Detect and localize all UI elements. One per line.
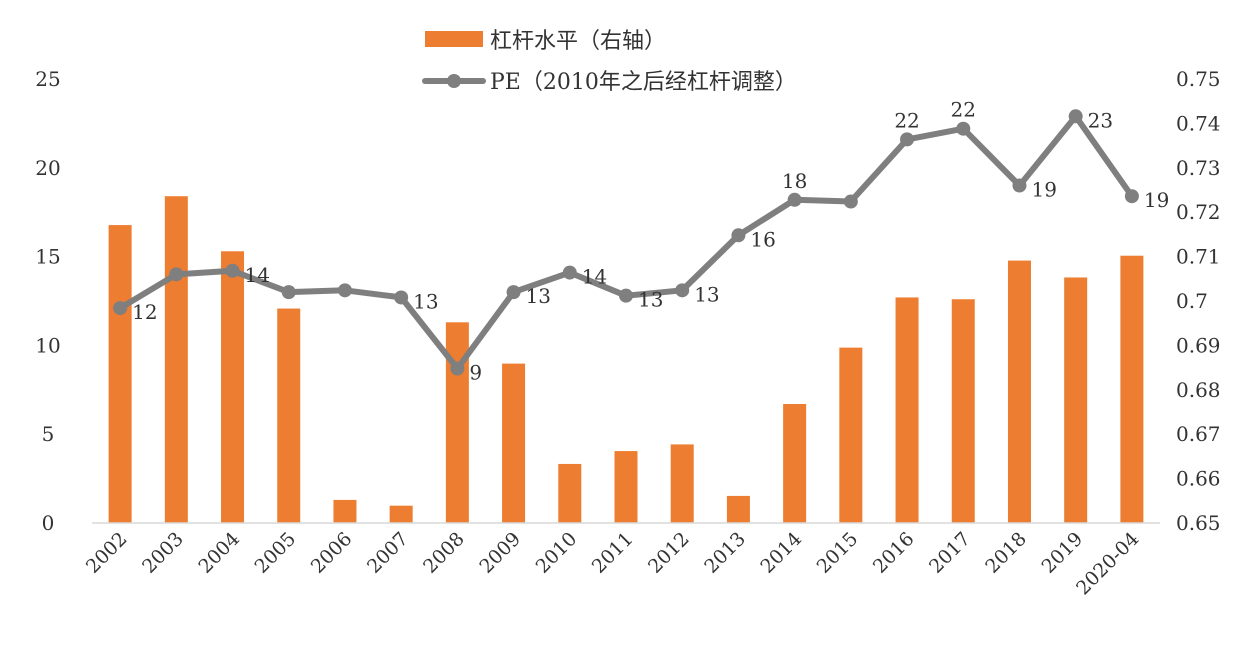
legend-label-line: PE（2010年之后经杠杆调整） [490, 70, 797, 95]
pe-label-2002: 12 [132, 300, 157, 324]
pe-point-2018 [1012, 178, 1027, 193]
pe-label-2014: 18 [782, 169, 807, 193]
pe-point-2005 [281, 285, 296, 300]
y-right-tick: 0.71 [1176, 245, 1221, 269]
y-left-tick: 5 [42, 422, 55, 446]
bar-2019 [1064, 277, 1088, 523]
pe-point-2012 [675, 283, 690, 298]
bar-2003 [164, 196, 188, 523]
legend: 杠杆水平（右轴） PE（2010年之后经杠杆调整） [422, 29, 797, 95]
pe-label-2009: 13 [526, 284, 551, 308]
y-right-tick: 0.67 [1176, 422, 1221, 446]
pe-point-2006 [337, 283, 352, 298]
y-left-tick: 10 [35, 333, 60, 357]
legend-swatch-bar [425, 31, 483, 47]
y-right-tick: 0.68 [1176, 378, 1221, 402]
pe-point-2020-04 [1124, 189, 1139, 204]
y-left-tick: 25 [35, 67, 60, 91]
bar-2018 [1007, 260, 1031, 523]
pe-label-2010: 14 [582, 265, 607, 289]
y-right-tick: 0.69 [1176, 333, 1221, 357]
y-left-tick: 15 [35, 245, 60, 269]
pe-point-2009 [506, 285, 521, 300]
bar-2007 [389, 505, 413, 523]
pe-point-2003 [169, 267, 184, 282]
pe-label-2012: 13 [694, 282, 719, 306]
bar-2004 [221, 251, 245, 523]
pe-point-2004 [225, 263, 240, 278]
bar-2008 [445, 322, 469, 523]
legend-swatch-marker [447, 74, 461, 88]
pe-point-2014 [787, 192, 802, 207]
pe-label-2020-04: 19 [1144, 188, 1169, 212]
pe-label-2018: 19 [1031, 178, 1056, 202]
bar-2013 [726, 495, 750, 523]
pe-label-2019: 23 [1088, 108, 1113, 132]
bar-2017 [951, 299, 975, 523]
pe-point-2007 [394, 290, 409, 305]
bar-2010 [558, 463, 582, 523]
pe-point-2008 [450, 361, 465, 376]
pe-point-2013 [731, 228, 746, 243]
y-axis-right: 0.65 0.66 0.67 0.68 0.69 0.7 0.71 0.72 0.73 0.74 0… [1176, 67, 1221, 535]
y-right-tick: 0.66 [1176, 467, 1221, 491]
y-left-tick: 0 [42, 511, 55, 535]
pe-point-2015 [843, 194, 858, 209]
pe-point-2002 [113, 301, 128, 316]
bar-2016 [895, 297, 919, 523]
pe-point-2011 [619, 288, 633, 303]
pe-point-2010 [562, 265, 577, 280]
y-right-tick: 0.73 [1176, 156, 1221, 180]
bar-2015 [839, 347, 863, 523]
line-series [113, 109, 1139, 376]
bar-2011 [614, 451, 638, 523]
pe-point-2019 [1068, 109, 1083, 124]
legend-label-bar: 杠杆水平（右轴） [490, 29, 666, 54]
pe-label-2017: 22 [951, 98, 976, 122]
y-left-tick: 20 [35, 156, 60, 180]
pe-label-2008: 9 [469, 360, 482, 384]
pe-label-2011: 13 [638, 288, 663, 312]
bar-2012 [670, 444, 694, 523]
bar-2014 [783, 404, 807, 523]
data-labels: 12 14 13 9 13 14 13 13 16 18 22 22 19 23 19 [132, 98, 1169, 385]
bar-2009 [502, 363, 526, 523]
y-right-tick: 0.65 [1176, 511, 1221, 535]
bar-2006 [333, 499, 357, 523]
y-right-tick: 0.75 [1176, 67, 1221, 91]
bar-2002 [108, 225, 132, 524]
y-right-tick: 0.74 [1176, 111, 1221, 135]
y-right-tick: 0.7 [1176, 289, 1208, 313]
pe-point-2016 [900, 132, 915, 147]
pe-point-2017 [956, 121, 971, 136]
y-axis-left: 0 5 10 15 20 25 [35, 67, 60, 535]
pe-label-2004: 14 [245, 263, 270, 287]
bar-2005 [277, 308, 301, 523]
bar-2020-04 [1120, 255, 1144, 523]
pe-label-2016: 22 [894, 108, 919, 132]
pe-label-2007: 13 [413, 289, 438, 313]
y-right-tick: 0.72 [1176, 200, 1221, 224]
pe-label-2013: 16 [750, 227, 775, 251]
